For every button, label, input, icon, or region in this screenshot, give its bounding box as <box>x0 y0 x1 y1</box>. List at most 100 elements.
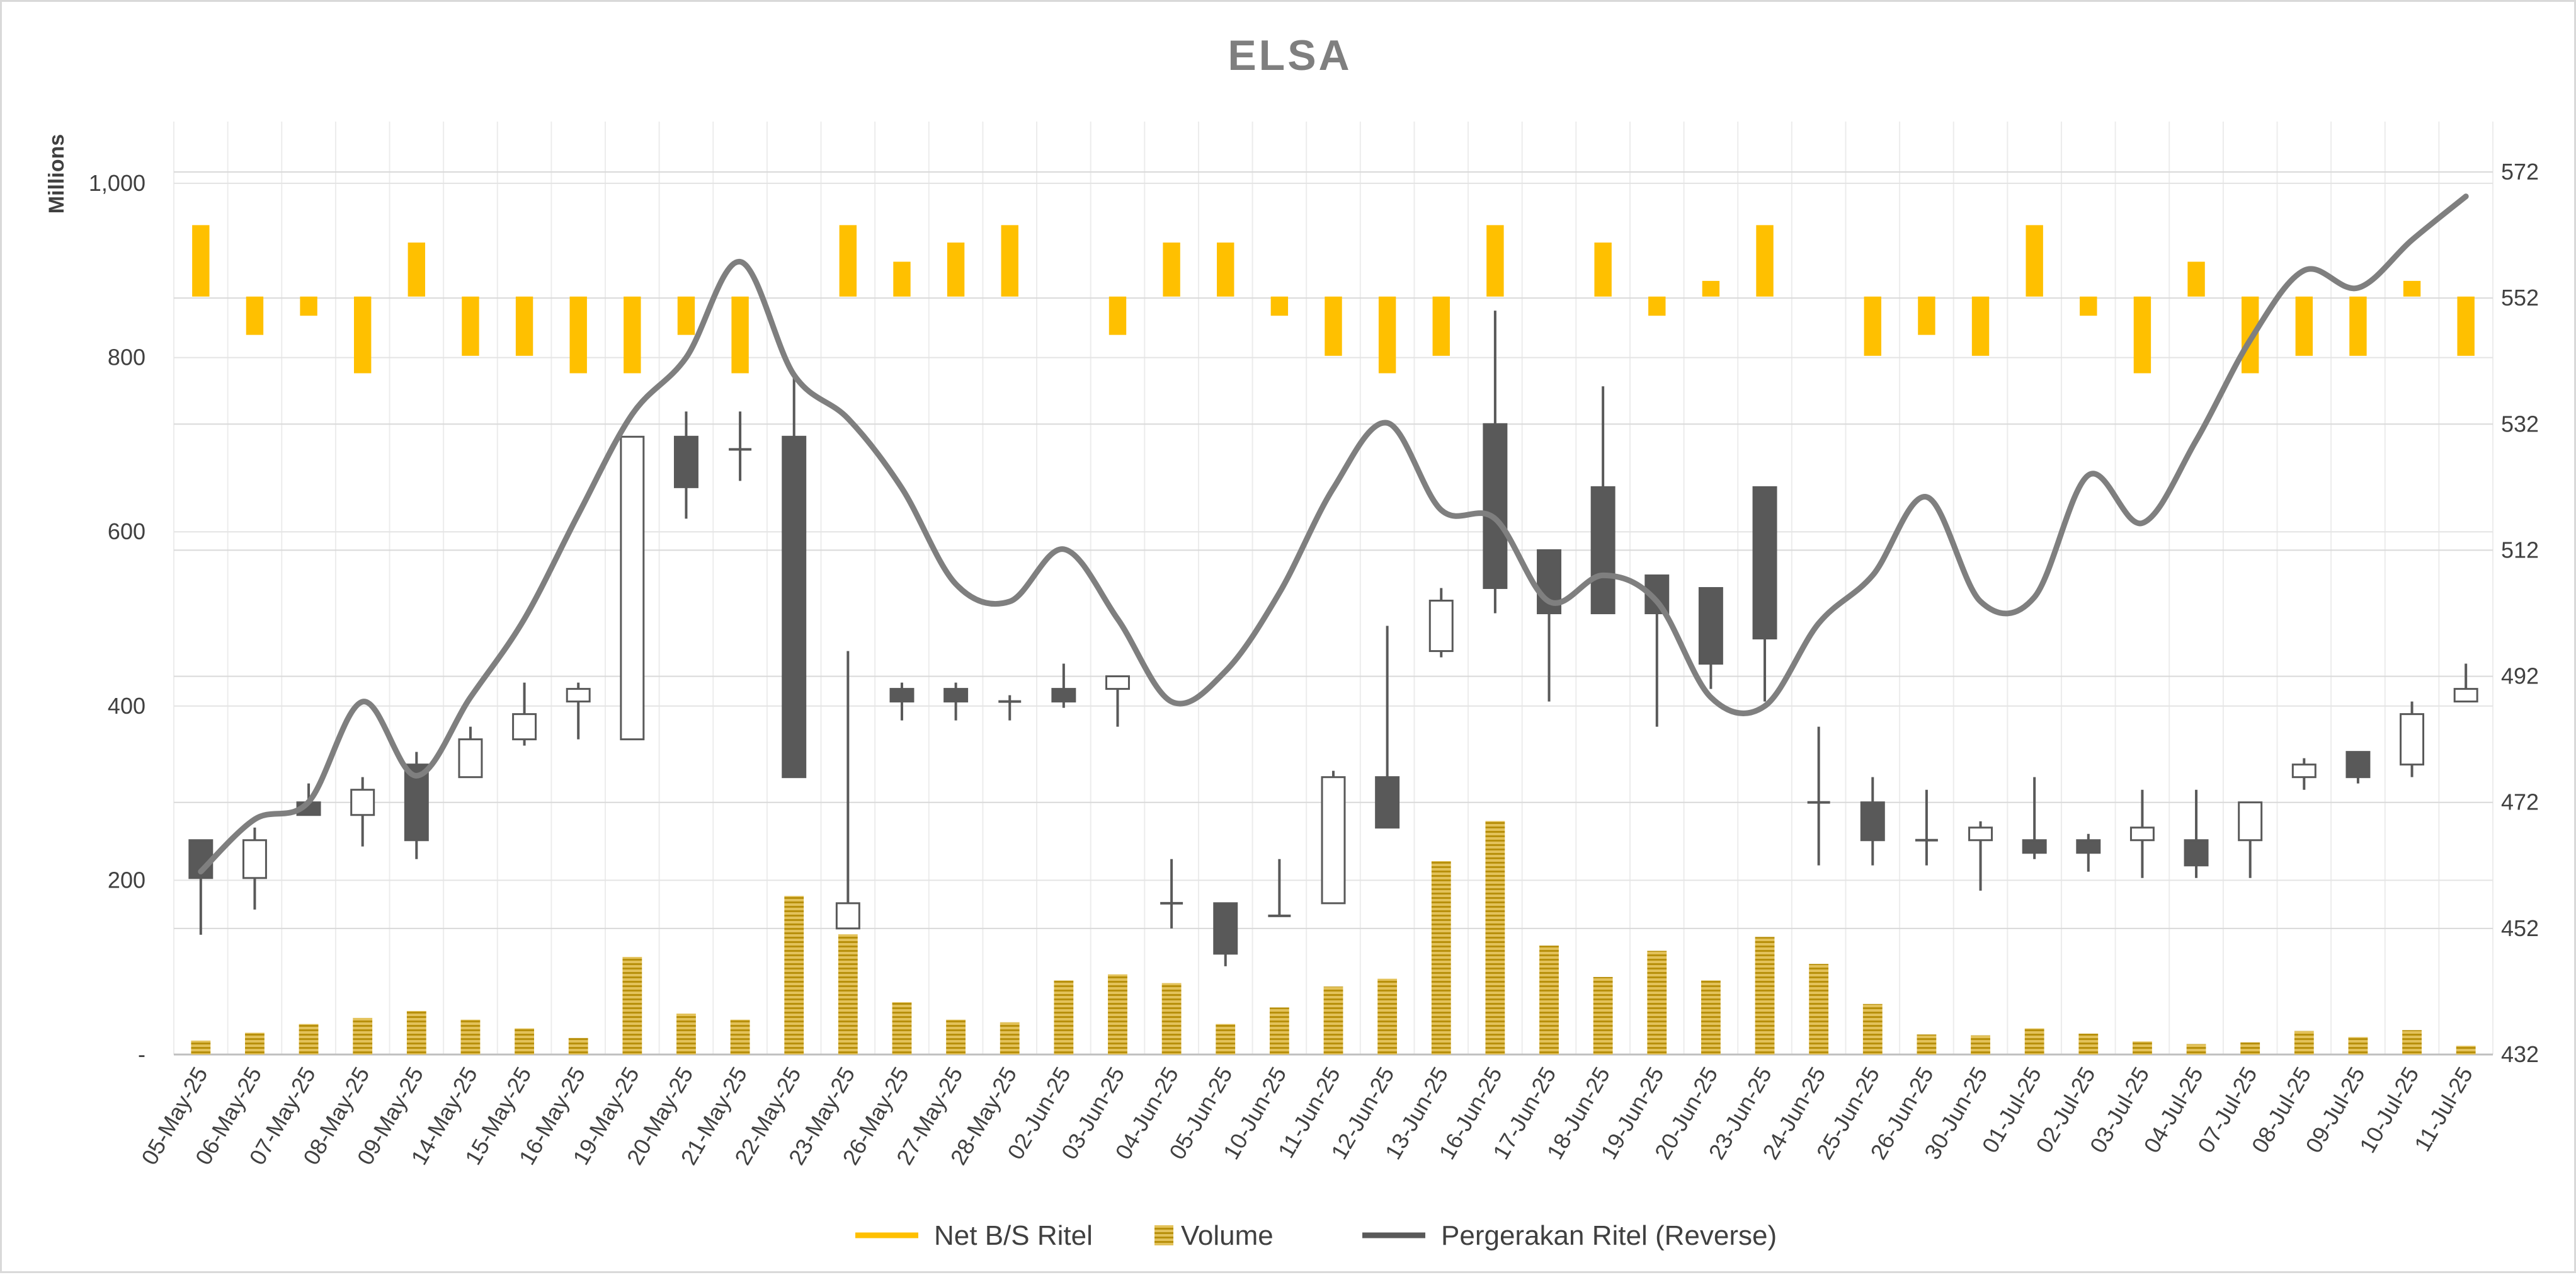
volume-bar <box>1971 1035 1990 1055</box>
net-bs-bar <box>1325 296 1342 356</box>
candle-body <box>566 688 591 703</box>
candle-body <box>673 435 698 488</box>
candle-body <box>350 789 375 816</box>
volume-bar <box>2294 1031 2314 1055</box>
candle-body <box>2184 839 2209 867</box>
volume-bar <box>2240 1042 2260 1055</box>
volume-bar <box>1054 980 1074 1055</box>
volume-bar <box>1431 860 1451 1055</box>
candle-body <box>188 839 214 879</box>
left-tick-label: - <box>138 1041 145 1067</box>
candle-body <box>1213 902 1238 955</box>
net-bs-bar <box>1378 296 1396 374</box>
legend: Net B/S Ritel Volume Pergerakan Ritel (Rev… <box>855 1220 1777 1251</box>
left-axis-ticks: - 200 400 600 800 1,000 <box>89 170 145 1067</box>
net-bs-bar <box>1918 296 1935 335</box>
candle-body <box>242 839 267 879</box>
volume-bar <box>299 1024 319 1055</box>
net-bs-bar <box>1217 243 1234 297</box>
net-bs-bar <box>1270 296 1289 316</box>
volume-bar <box>1485 821 1505 1055</box>
net-bs-bar <box>893 261 911 297</box>
candle-body <box>1752 486 1777 640</box>
chart-title: ELSA <box>1228 31 1352 79</box>
volume-bar <box>2456 1046 2476 1055</box>
net-bs-bar <box>1486 225 1504 297</box>
net-bs-bar <box>1163 243 1180 297</box>
net-bs-bar <box>2080 296 2097 316</box>
volume-bar <box>2348 1037 2368 1055</box>
candle-body <box>2129 826 2155 842</box>
volume-bar <box>2078 1033 2099 1055</box>
volume-bar <box>1161 983 1182 1055</box>
legend-label: Net B/S Ritel <box>934 1220 1093 1251</box>
net-bs-bar <box>2026 225 2043 297</box>
volume-bar <box>1216 1024 1236 1055</box>
candle-body <box>2400 713 2425 766</box>
price-candles <box>188 311 2478 966</box>
net-bs-bar <box>407 243 426 297</box>
candle-body <box>2022 839 2047 854</box>
net-bs-bar <box>246 296 264 335</box>
candle-body <box>835 902 860 930</box>
left-tick-label: 1,000 <box>89 170 145 196</box>
left-tick-label: 200 <box>108 867 145 893</box>
volume-bar <box>1539 946 1559 1055</box>
candle-body <box>782 435 807 779</box>
net-bs-bar <box>515 296 533 356</box>
net-bs-bar <box>947 243 965 297</box>
volume-bar <box>2024 1028 2044 1055</box>
right-axis-ticks: 432 452 472 492 512 532 552 572 <box>2501 159 2539 1067</box>
volume-bar <box>2186 1044 2206 1055</box>
volume-bar <box>622 957 642 1055</box>
candle-body <box>1428 599 1454 653</box>
net-bs-bar <box>839 225 857 297</box>
net-bs-bar <box>569 296 587 374</box>
volume-bar <box>946 1019 966 1055</box>
volume-bar <box>406 1010 426 1055</box>
legend-swatch <box>1154 1225 1173 1245</box>
legend-label: Pergerakan Ritel (Reverse) <box>1441 1220 1777 1251</box>
x-axis-labels: 05-May-2506-May-2507-May-2508-May-2509-M… <box>136 1063 2478 1170</box>
left-tick-label: 400 <box>108 693 145 719</box>
volume-bar <box>1647 951 1667 1055</box>
right-tick-label: 572 <box>2501 159 2539 185</box>
net-bs-bar <box>1001 225 1018 297</box>
net-bs-bar <box>1971 296 1990 356</box>
ritel-line-series <box>198 193 2469 875</box>
volume-bar <box>2402 1030 2422 1055</box>
candle-body <box>1968 826 1993 842</box>
volume-bar <box>730 1019 750 1055</box>
net-bs-bar <box>1594 243 1612 297</box>
volume-bar <box>1809 964 1829 1055</box>
volume-bar <box>1269 1007 1289 1055</box>
volume-bar <box>353 1017 373 1055</box>
volume-bar <box>1377 978 1398 1055</box>
net-bs-bar <box>1756 225 1774 297</box>
candle-body <box>1321 776 1346 905</box>
net-bs-series <box>192 225 2475 374</box>
volume-bar <box>460 1019 481 1055</box>
candle-body <box>458 738 483 779</box>
right-tick-label: 532 <box>2501 411 2539 437</box>
candle-body <box>1698 586 1723 665</box>
volume-bar <box>838 934 858 1055</box>
net-bs-bar <box>300 296 317 316</box>
volume-bar <box>245 1032 265 1055</box>
volume-bar <box>568 1038 588 1055</box>
net-bs-bar <box>353 296 372 374</box>
right-tick-label: 472 <box>2501 789 2539 815</box>
gridlines <box>173 122 2493 1056</box>
candle-body <box>512 713 537 741</box>
candle-body <box>2291 763 2317 779</box>
net-bs-bar <box>192 225 210 297</box>
left-tick-label: 800 <box>108 345 145 370</box>
net-bs-bar <box>624 296 641 374</box>
net-bs-bar <box>1864 296 1881 356</box>
net-bs-bar <box>1432 296 1450 356</box>
volume-bar <box>2133 1041 2152 1055</box>
candle-body <box>1051 688 1076 703</box>
candle-body <box>889 688 915 703</box>
net-bs-bar <box>2295 296 2313 356</box>
